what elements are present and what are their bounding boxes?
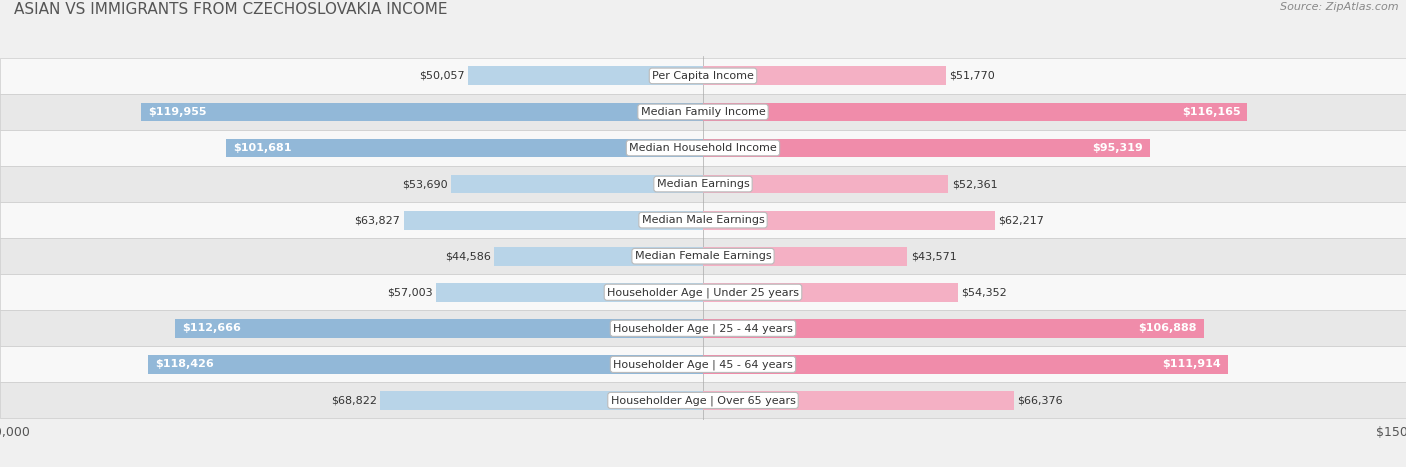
Text: $54,352: $54,352 [962,287,1007,297]
Text: $116,165: $116,165 [1182,107,1240,117]
Text: ASIAN VS IMMIGRANTS FROM CZECHOSLOVAKIA INCOME: ASIAN VS IMMIGRANTS FROM CZECHOSLOVAKIA … [14,2,447,17]
Text: $95,319: $95,319 [1092,143,1143,153]
Bar [703,66,946,85]
Bar [0,166,1406,202]
Bar [703,211,994,229]
Text: $53,690: $53,690 [402,179,449,189]
Bar [226,139,703,157]
Bar [436,283,703,302]
Text: Median Household Income: Median Household Income [628,143,778,153]
Bar [703,175,949,193]
Bar [0,130,1406,166]
Bar [404,211,703,229]
Text: $112,666: $112,666 [181,323,240,333]
Text: Median Female Earnings: Median Female Earnings [634,251,772,261]
Text: Median Earnings: Median Earnings [657,179,749,189]
Bar [703,355,1227,374]
Text: $118,426: $118,426 [155,360,214,369]
Text: Householder Age | 45 - 64 years: Householder Age | 45 - 64 years [613,359,793,370]
Bar [494,247,703,266]
Text: $106,888: $106,888 [1139,323,1197,333]
Text: $101,681: $101,681 [233,143,292,153]
Bar [0,58,1406,94]
Bar [0,347,1406,382]
Text: Householder Age | 25 - 44 years: Householder Age | 25 - 44 years [613,323,793,333]
Text: Median Male Earnings: Median Male Earnings [641,215,765,225]
Text: $44,586: $44,586 [444,251,491,261]
Bar [703,319,1204,338]
Text: $51,770: $51,770 [949,71,995,81]
Bar [703,103,1247,121]
Text: $119,955: $119,955 [148,107,207,117]
Bar [703,247,907,266]
Bar [381,391,703,410]
Bar [703,391,1014,410]
Bar [174,319,703,338]
Bar [0,202,1406,238]
Text: $68,822: $68,822 [330,396,377,405]
Text: $66,376: $66,376 [1018,396,1063,405]
Bar [141,103,703,121]
Bar [0,310,1406,347]
Text: $62,217: $62,217 [998,215,1045,225]
Bar [0,382,1406,418]
Text: Householder Age | Under 25 years: Householder Age | Under 25 years [607,287,799,297]
Text: Median Family Income: Median Family Income [641,107,765,117]
Text: Per Capita Income: Per Capita Income [652,71,754,81]
Text: Householder Age | Over 65 years: Householder Age | Over 65 years [610,395,796,406]
Bar [0,238,1406,274]
Bar [451,175,703,193]
Text: Source: ZipAtlas.com: Source: ZipAtlas.com [1281,2,1399,12]
Bar [148,355,703,374]
Text: $63,827: $63,827 [354,215,401,225]
Text: $52,361: $52,361 [952,179,997,189]
Bar [468,66,703,85]
Bar [0,274,1406,310]
Bar [703,139,1150,157]
Bar [0,94,1406,130]
Text: $50,057: $50,057 [419,71,465,81]
Text: $57,003: $57,003 [387,287,432,297]
Bar [703,283,957,302]
Text: $43,571: $43,571 [911,251,956,261]
Text: $111,914: $111,914 [1161,360,1220,369]
